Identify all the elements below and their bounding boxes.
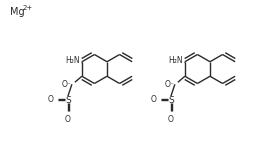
Text: O: O xyxy=(48,95,54,104)
Text: H₂N: H₂N xyxy=(65,56,80,65)
Text: 2+: 2+ xyxy=(23,5,33,11)
Text: O⁻: O⁻ xyxy=(165,80,175,89)
Text: S: S xyxy=(168,96,174,105)
Text: H₂N: H₂N xyxy=(168,56,183,65)
Text: O: O xyxy=(168,115,174,124)
Text: S: S xyxy=(65,96,71,105)
Text: O: O xyxy=(65,115,71,124)
Text: O⁻: O⁻ xyxy=(62,80,72,89)
Text: Mg: Mg xyxy=(10,7,25,17)
Text: O: O xyxy=(151,95,157,104)
